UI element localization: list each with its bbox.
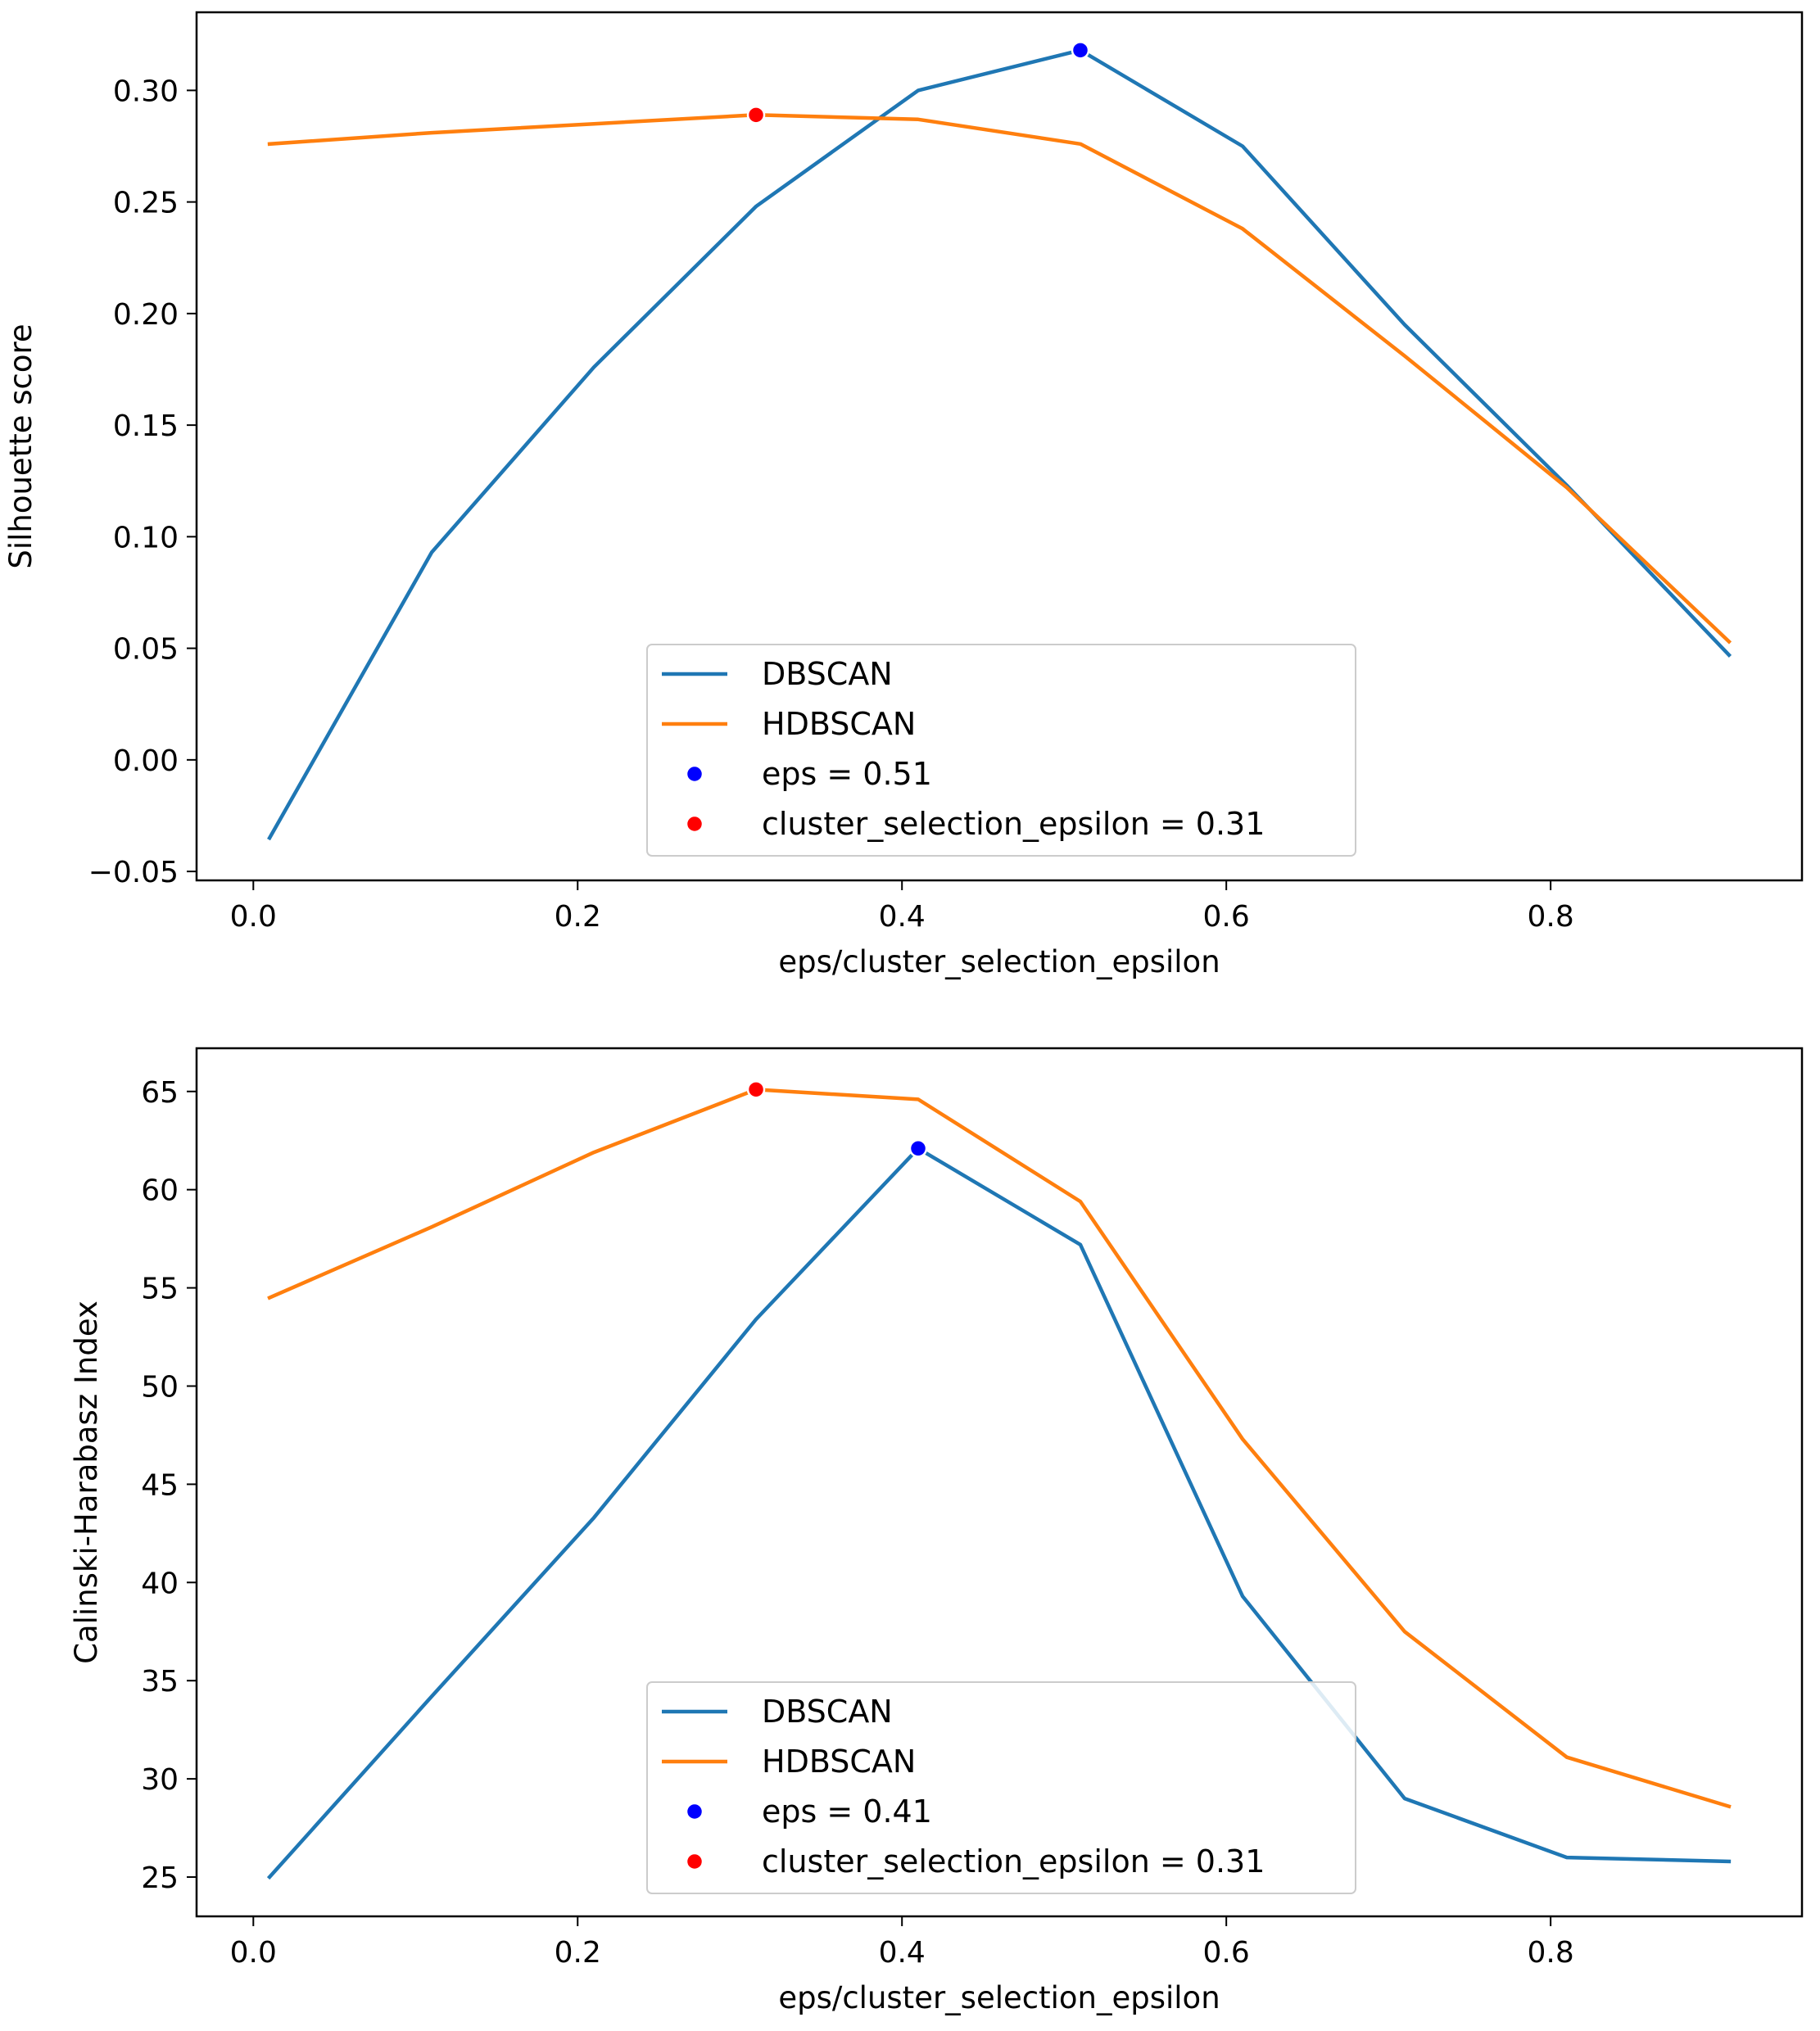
best-cluster-selection-epsilon-marker [746, 106, 766, 124]
y-tick-label: 0.15 [113, 409, 179, 443]
legend-entry-label: DBSCAN [762, 656, 893, 692]
y-axis-label: Silhouette score [3, 323, 38, 568]
x-tick-label: 0.0 [230, 900, 277, 934]
x-tick-label: 0.8 [1527, 900, 1573, 934]
y-tick-label: 25 [141, 1861, 179, 1895]
legend-box [646, 1681, 1356, 1894]
y-tick-label: 35 [141, 1665, 179, 1699]
legend-entry-label: DBSCAN [762, 1694, 893, 1730]
y-tick-label: 0.00 [113, 744, 179, 778]
legend: DBSCAN HDBSCAN eps = 0.51 cluster_selection… [646, 644, 1356, 857]
dbscan-series-line [267, 48, 1732, 841]
x-axis-label: eps/cluster_selection_epsilon [778, 1980, 1220, 2015]
x-tick-label: 0.6 [1203, 1936, 1250, 1970]
best-eps-marker [908, 1139, 928, 1158]
best-cluster-selection-epsilon-marker [746, 1080, 766, 1099]
legend-eps-marker-icon [685, 1802, 704, 1821]
y-tick-label: 0.05 [113, 633, 179, 667]
y-tick-label: 0.25 [113, 187, 179, 220]
y-tick-label: 0.20 [113, 298, 179, 332]
legend: DBSCAN HDBSCAN eps = 0.41 cluster_selection… [646, 1681, 1356, 1894]
y-tick-label: 45 [141, 1468, 179, 1502]
y-tick-label: −0.05 [88, 856, 179, 889]
x-tick-label: 0.2 [555, 1936, 601, 1970]
plot-frame [195, 1047, 1804, 1918]
x-tick-label: 0.8 [1527, 1936, 1573, 1970]
legend-box [646, 644, 1356, 857]
y-tick-label: 30 [141, 1763, 179, 1797]
x-axis-label: eps/cluster_selection_epsilon [778, 944, 1220, 979]
y-tick-label: 0.30 [113, 75, 179, 108]
x-tick-label: 0.4 [879, 1936, 926, 1970]
y-tick-label: 65 [141, 1076, 179, 1110]
y-axis-label: Calinski-Harabasz Index [69, 1300, 104, 1664]
silhouette-chart-panel: 0.0 0.2 0.4 0.6 0.8 −0.05 0.00 0.05 0.10 0.15 0.20… [3, 11, 1804, 979]
hdbscan-series-line [267, 1088, 1732, 1809]
y-tick-label: 60 [141, 1174, 179, 1208]
legend-cluster-selection-epsilon-marker-icon [685, 1852, 704, 1871]
calinski-harabasz-chart-panel: 0.0 0.2 0.4 0.6 0.8 25 30 35 40 45 50 55 60 65 eps/clu… [69, 1047, 1804, 2015]
legend-entry-label: HDBSCAN [762, 1744, 916, 1780]
y-tick-label: 55 [141, 1273, 179, 1306]
legend-entry-label: HDBSCAN [762, 706, 916, 742]
x-tick-label: 0.6 [1203, 900, 1250, 934]
plot-frame [195, 11, 1804, 882]
legend-cluster-selection-epsilon-marker-icon [685, 814, 704, 834]
x-tick-label: 0.0 [230, 1936, 277, 1970]
hdbscan-series-line [267, 113, 1732, 645]
legend-entry-label: eps = 0.41 [762, 1794, 932, 1830]
best-eps-marker [1071, 41, 1090, 60]
legend-entry-label: cluster_selection_epsilon = 0.31 [762, 1843, 1265, 1879]
x-tick-label: 0.4 [879, 900, 926, 934]
legend-eps-marker-icon [685, 764, 704, 784]
y-tick-label: 0.10 [113, 521, 179, 554]
dbscan-series-line [266, 1147, 1732, 1880]
legend-entry-label: cluster_selection_epsilon = 0.31 [762, 806, 1265, 842]
legend-entry-label: eps = 0.51 [762, 756, 932, 792]
y-tick-label: 50 [141, 1370, 179, 1404]
y-tick-label: 40 [141, 1567, 179, 1600]
x-tick-label: 0.2 [555, 900, 601, 934]
